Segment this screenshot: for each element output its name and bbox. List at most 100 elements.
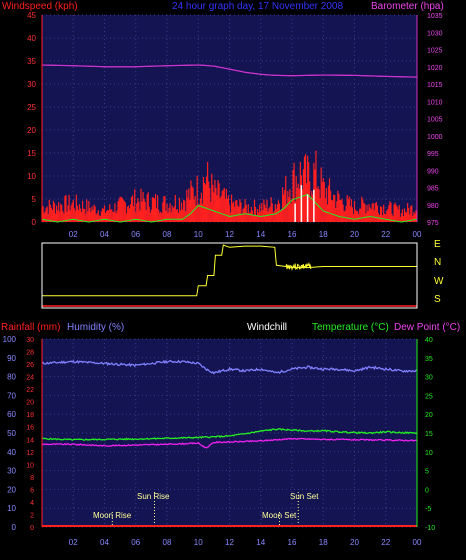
chart-title: 24 hour graph day, 17 November 2008 (172, 1, 343, 12)
wind-y-tick-label: 25 (27, 103, 36, 112)
humidity-y-tick-label: 50 (7, 429, 16, 438)
rain-y-tick-label: 30 (26, 337, 34, 344)
x-tick-label-bottom: 14 (256, 538, 265, 547)
x-tick-label-bottom: 18 (319, 538, 328, 547)
temperature-y-tick-label: 30 (425, 375, 433, 382)
wind-dir-label-e: E (434, 239, 441, 250)
barometer-y-tick-label: 1020 (427, 65, 443, 72)
x-tick-label: 20 (350, 230, 359, 239)
dewpoint-line (41, 437, 418, 449)
x-tick-label-bottom: 16 (288, 538, 297, 547)
temperature-y-tick-label: 40 (425, 337, 433, 344)
wind-y-tick-label: 30 (27, 80, 36, 89)
rain-y-tick-label: 18 (26, 412, 34, 419)
x-tick-label: 04 (100, 230, 109, 239)
rain-y-tick-label: 22 (26, 387, 34, 394)
wind-direction-line (42, 244, 417, 297)
x-tick-label-bottom: 10 (194, 538, 203, 547)
humidity-axis-title: Humidity (%) (67, 322, 124, 333)
wind-y-tick-label: 15 (27, 149, 36, 158)
barometer-y-tick-label: 1025 (427, 48, 443, 55)
humidity-y-tick-label: 60 (7, 410, 16, 419)
temperature-axis-title: Temperature (°C) (312, 322, 389, 333)
wind-dir-label-w: W (434, 276, 444, 287)
direction-panel-frame (41, 242, 418, 309)
rain-y-tick-label: 2 (30, 512, 34, 519)
barometer-y-tick-label: 1010 (427, 99, 443, 106)
rain-y-tick-label: 24 (26, 375, 34, 382)
temperature-y-tick-label: -10 (425, 525, 435, 532)
temperature-y-tick-label: 10 (425, 450, 433, 457)
x-tick-label-bottom: 00 (413, 538, 422, 547)
rain-y-tick-label: 26 (26, 362, 34, 369)
wind-y-tick-label: 40 (27, 34, 36, 43)
barometer-y-tick-label: 1015 (427, 82, 443, 89)
x-tick-label: 06 (131, 230, 140, 239)
wind-y-tick-label: 5 (32, 195, 37, 204)
temperature-y-tick-label: 15 (425, 431, 433, 438)
rain-y-tick-label: 14 (26, 437, 34, 444)
barometer-y-tick-label: 985 (427, 186, 439, 193)
wind-panel-bg (42, 15, 417, 222)
barometer-y-tick-label: 995 (427, 151, 439, 158)
rain-y-tick-label: 16 (26, 425, 34, 432)
humidity-y-tick-label: 10 (7, 504, 16, 513)
sun-rise-label: Sun Rise (137, 492, 170, 501)
x-tick-label-bottom: 12 (225, 538, 234, 547)
rain-y-tick-label: 10 (26, 462, 34, 469)
windspeed-axis-title: Windspeed (kph) (2, 1, 78, 12)
barometer-y-tick-label: 1005 (427, 117, 443, 124)
temperature-y-tick-label: 25 (425, 393, 433, 400)
x-tick-label: 08 (163, 230, 172, 239)
wind-average-line (41, 193, 418, 223)
temperature-y-tick-label: 0 (425, 487, 429, 494)
x-tick-label: 02 (69, 230, 78, 239)
rain-y-tick-label: 0 (30, 525, 34, 532)
wind-y-tick-label: 10 (27, 172, 36, 181)
x-tick-label: 00 (413, 230, 422, 239)
barometer-y-tick-label: 990 (427, 168, 439, 175)
windchill-legend: Windchill (247, 322, 287, 333)
barometer-y-tick-label: 1030 (427, 30, 443, 37)
rain-y-tick-label: 28 (26, 350, 34, 357)
barometer-y-tick-label: 1035 (427, 13, 443, 20)
x-tick-label-bottom: 04 (100, 538, 109, 547)
x-tick-label-bottom: 08 (163, 538, 172, 547)
wind-dir-label-s: S (434, 294, 441, 305)
barometer-y-tick-label: 1000 (427, 134, 443, 141)
x-tick-label: 14 (256, 230, 265, 239)
x-tick-label: 10 (194, 230, 203, 239)
sun-set-label: Sun Set (290, 492, 319, 501)
rain-y-tick-label: 6 (30, 487, 34, 494)
humidity-y-tick-label: 0 (12, 523, 17, 532)
rain-y-tick-label: 20 (26, 400, 34, 407)
temperature-y-tick-label: -5 (425, 506, 431, 513)
wind-direction-jitter (285, 261, 312, 271)
humidity-y-tick-label: 20 (7, 485, 16, 494)
x-tick-label: 16 (288, 230, 297, 239)
moon-rise-label: Moon Rise (93, 511, 132, 520)
rain-y-tick-label: 12 (26, 450, 34, 457)
humidity-y-tick-label: 80 (7, 373, 16, 382)
rain-y-tick-label: 8 (30, 475, 34, 482)
x-tick-label: 12 (225, 230, 234, 239)
humidity-y-tick-label: 90 (7, 354, 16, 363)
rain-y-tick-label: 4 (30, 500, 34, 507)
temperature-y-tick-label: 20 (425, 412, 433, 419)
wind-dir-label-n: N (434, 257, 441, 268)
x-tick-label-bottom: 20 (350, 538, 359, 547)
x-tick-label: 18 (319, 230, 328, 239)
humidity-y-tick-label: 40 (7, 448, 16, 457)
temperature-line (41, 428, 418, 441)
direction-panel-bg (42, 243, 417, 308)
temperature-y-tick-label: 35 (425, 356, 433, 363)
barometer-line (41, 64, 417, 78)
humidity-line (41, 359, 418, 375)
humidity-y-tick-label: 100 (3, 335, 17, 344)
x-tick-label-bottom: 22 (381, 538, 390, 547)
barometer-axis-title: Barometer (hpa) (371, 1, 444, 12)
rainfall-axis-title: Rainfall (mm) (1, 322, 60, 333)
wind-y-tick-label: 20 (27, 126, 36, 135)
